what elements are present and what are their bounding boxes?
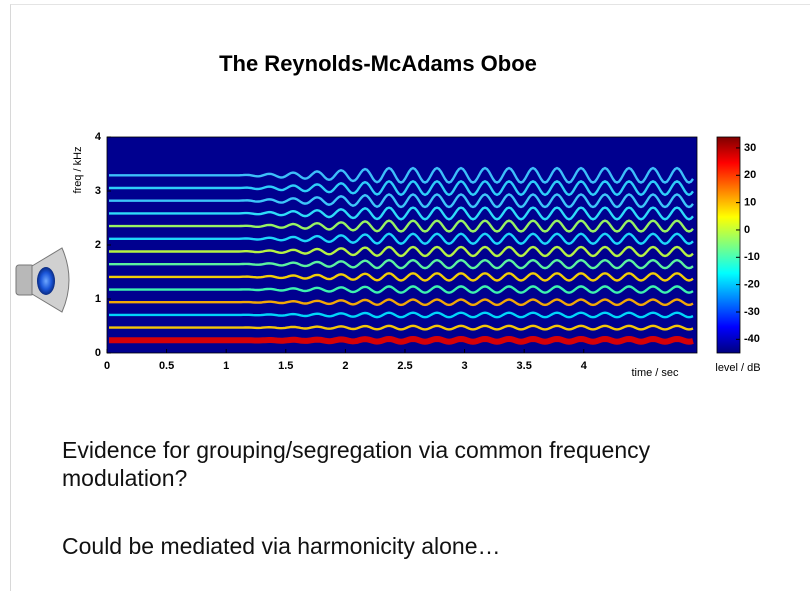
- colorbar-tick-label: -40: [744, 333, 760, 345]
- colorbar-tick-label: -20: [744, 279, 760, 291]
- harmonic-trace: [109, 179, 694, 197]
- x-tick-label: 4: [581, 360, 588, 372]
- harmonic-trace: [109, 272, 694, 282]
- y-tick-label: 1: [95, 293, 101, 305]
- x-tick-label: 1.5: [278, 360, 293, 372]
- harmonic-trace: [109, 206, 694, 221]
- x-tick-label: 2: [342, 360, 348, 372]
- body-text: Evidence for grouping/segregation via co…: [62, 437, 651, 491]
- x-tick-label: 3.5: [517, 360, 532, 372]
- x-tick-label: 0: [104, 360, 110, 372]
- colorbar-label: level / dB: [715, 362, 760, 374]
- harmonic-trace: [109, 166, 694, 184]
- harmonic-trace: [109, 311, 694, 319]
- colorbar-tick-label: -30: [744, 306, 760, 318]
- x-tick-label: 2.5: [397, 360, 412, 372]
- harmonic-trace: [109, 285, 694, 294]
- colorbar-tick-label: 0: [744, 224, 750, 236]
- colorbar: [716, 136, 741, 354]
- harmonic-trace: [109, 219, 694, 233]
- x-axis-label: time / sec: [631, 367, 679, 379]
- colorbar-tick-label: 30: [744, 142, 756, 154]
- chart-title: The Reynolds-McAdams Oboe: [219, 51, 537, 76]
- harmonic-trace: [109, 232, 694, 245]
- body-text: Could be mediated via harmonicity alone…: [62, 533, 501, 559]
- y-tick-label: 0: [95, 347, 101, 359]
- colorbar-tick-label: 10: [744, 197, 756, 209]
- harmonic-trace: [109, 193, 694, 209]
- x-tick-label: 0.5: [159, 360, 174, 372]
- x-tick-label: 1: [223, 360, 229, 372]
- x-tick-label: 3: [462, 360, 468, 372]
- y-tick-label: 4: [95, 131, 102, 143]
- harmonic-trace: [109, 335, 694, 345]
- colorbar-tick-label: 20: [744, 169, 756, 181]
- y-tick-label: 2: [95, 239, 101, 251]
- harmonic-trace: [109, 258, 694, 270]
- harmonic-trace: [109, 298, 694, 307]
- harmonic-trace: [109, 245, 694, 258]
- y-axis-label: freq / kHz: [72, 146, 84, 193]
- y-tick-label: 3: [95, 185, 101, 197]
- colorbar-tick-label: -10: [744, 251, 760, 263]
- harmonic-trace: [109, 324, 694, 331]
- speaker-icon: [15, 247, 70, 313]
- slide: [10, 4, 810, 591]
